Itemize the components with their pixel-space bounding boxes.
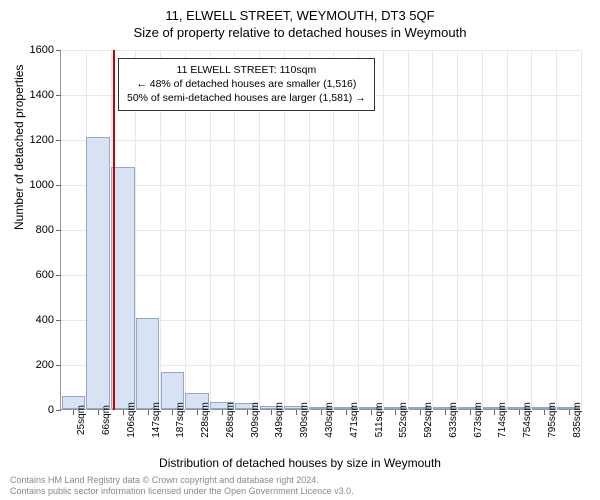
xtick-label: 25sqm xyxy=(76,405,87,435)
xtick-mark xyxy=(321,410,322,415)
xtick-mark xyxy=(494,410,495,415)
ytick-label: 1400 xyxy=(14,89,54,101)
xtick-mark xyxy=(569,410,570,415)
ytick-mark xyxy=(56,320,61,321)
xtick-mark xyxy=(197,410,198,415)
ytick-label: 1200 xyxy=(14,134,54,146)
xtick-mark xyxy=(296,410,297,415)
xtick-mark xyxy=(445,410,446,415)
ytick-label: 800 xyxy=(14,224,54,236)
chart-container: { "header": { "address": "11, ELWELL STR… xyxy=(0,0,600,500)
page-title: 11, ELWELL STREET, WEYMOUTH, DT3 5QF xyxy=(0,0,600,23)
ytick-mark xyxy=(56,185,61,186)
xtick-mark xyxy=(123,410,124,415)
histogram-bar xyxy=(86,137,110,409)
gridline-h xyxy=(61,230,581,231)
ytick-label: 200 xyxy=(14,359,54,371)
xtick-mark xyxy=(519,410,520,415)
xtick-mark xyxy=(172,410,173,415)
ytick-mark xyxy=(56,410,61,411)
gridline-h xyxy=(61,140,581,141)
gridline-v xyxy=(432,50,433,410)
page-subtitle: Size of property relative to detached ho… xyxy=(0,23,600,40)
footer-line-2: Contains public sector information licen… xyxy=(10,486,354,498)
gridline-h xyxy=(61,185,581,186)
ytick-label: 1600 xyxy=(14,44,54,56)
x-axis-label: Distribution of detached houses by size … xyxy=(0,456,600,470)
gridline-v xyxy=(408,50,409,410)
gridline-v xyxy=(556,50,557,410)
xtick-label: 835sqm xyxy=(572,402,583,438)
gridline-v xyxy=(482,50,483,410)
footer-line-1: Contains HM Land Registry data © Crown c… xyxy=(10,475,354,487)
gridline-h xyxy=(61,50,581,51)
xtick-mark xyxy=(222,410,223,415)
ytick-mark xyxy=(56,140,61,141)
ytick-label: 400 xyxy=(14,314,54,326)
xtick-mark xyxy=(73,410,74,415)
ytick-label: 1000 xyxy=(14,179,54,191)
ytick-mark xyxy=(56,230,61,231)
gridline-v xyxy=(581,50,582,410)
xtick-label: 66sqm xyxy=(101,405,112,435)
gridline-v xyxy=(457,50,458,410)
xtick-mark xyxy=(148,410,149,415)
xtick-mark xyxy=(271,410,272,415)
gridline-h xyxy=(61,275,581,276)
ytick-label: 600 xyxy=(14,269,54,281)
xtick-mark xyxy=(371,410,372,415)
xtick-mark xyxy=(395,410,396,415)
xtick-mark xyxy=(247,410,248,415)
chart-area: 25sqm66sqm106sqm147sqm187sqm228sqm268sqm… xyxy=(60,50,580,410)
gridline-v xyxy=(531,50,532,410)
ytick-label: 0 xyxy=(14,404,54,416)
xtick-mark xyxy=(346,410,347,415)
xtick-mark xyxy=(420,410,421,415)
ytick-mark xyxy=(56,365,61,366)
xtick-mark xyxy=(98,410,99,415)
info-line-2: ← 48% of detached houses are smaller (1,… xyxy=(127,77,366,91)
info-box: 11 ELWELL STREET: 110sqm ← 48% of detach… xyxy=(118,58,375,111)
gridline-v xyxy=(383,50,384,410)
xtick-mark xyxy=(470,410,471,415)
footer: Contains HM Land Registry data © Crown c… xyxy=(10,475,354,498)
gridline-v xyxy=(507,50,508,410)
marker-line xyxy=(113,50,115,410)
ytick-mark xyxy=(56,275,61,276)
ytick-mark xyxy=(56,95,61,96)
ytick-mark xyxy=(56,50,61,51)
info-line-3: 50% of semi-detached houses are larger (… xyxy=(127,91,366,105)
histogram-bar xyxy=(136,318,160,409)
info-line-1: 11 ELWELL STREET: 110sqm xyxy=(127,63,366,77)
xtick-mark xyxy=(544,410,545,415)
